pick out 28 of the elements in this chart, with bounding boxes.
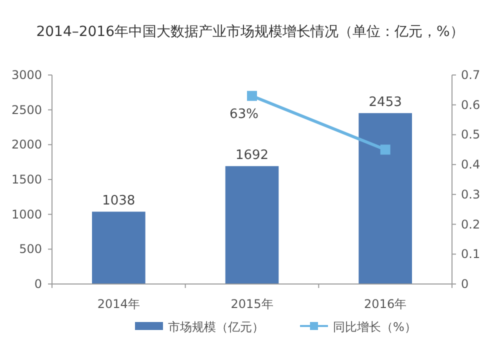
- bar: [225, 166, 279, 284]
- y2-tick-label: 0.5: [461, 128, 480, 142]
- y-tick-label: 1500: [11, 172, 42, 186]
- y2-tick-label: 0.6: [461, 98, 480, 112]
- bar: [358, 113, 412, 284]
- data-label: 1692: [235, 148, 269, 164]
- chart-title: 2014–2016年中国大数据产业市场规模增长情况（单位：亿元，%）: [36, 24, 464, 40]
- y2-tick-label: 0.2: [461, 217, 480, 232]
- data-label: 1038: [102, 194, 136, 209]
- x-tick-label: 2014年: [97, 297, 140, 311]
- legend-label: 同比增长（%）: [333, 320, 416, 334]
- data-label: 2453: [368, 95, 402, 110]
- y2-tick-label: 0: [461, 277, 469, 291]
- legend-label: 市场规模（亿元）: [168, 320, 264, 334]
- y2-tick-label: 0.1: [461, 247, 480, 262]
- bar: [92, 212, 146, 284]
- y2-tick-label: 0.7: [461, 68, 480, 82]
- y-tick-label: 3000: [11, 68, 42, 82]
- data-label: 63%: [230, 106, 258, 122]
- y-tick-label: 0: [34, 277, 42, 291]
- y-tick-label: 500: [19, 242, 42, 256]
- y2-tick-label: 0.3: [461, 187, 480, 202]
- y-tick-label: 2500: [11, 102, 42, 117]
- y-tick-label: 2000: [11, 138, 42, 152]
- x-tick-label: 2015年: [230, 297, 274, 311]
- y-tick-label: 1000: [11, 207, 42, 222]
- x-tick-label: 2016年: [364, 297, 407, 311]
- y2-tick-label: 0.4: [461, 158, 480, 172]
